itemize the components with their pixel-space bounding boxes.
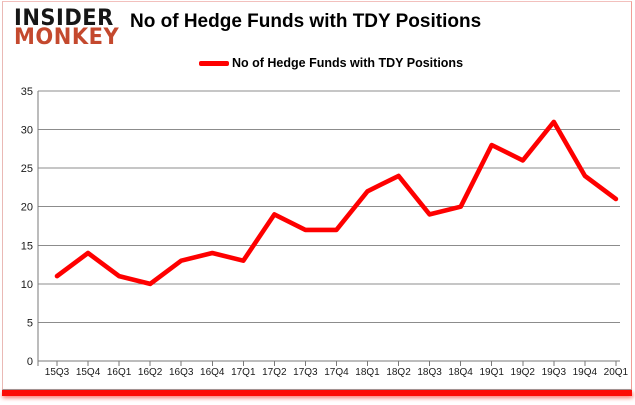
y-axis-tick-label: 5	[27, 317, 33, 329]
x-axis-tick-label: 15Q4	[76, 367, 101, 378]
legend-label: No of Hedge Funds with TDY Positions	[232, 56, 464, 70]
logo-word-insider: INSIDER	[14, 4, 114, 31]
chart-title: No of Hedge Funds with TDY Positions	[130, 11, 482, 32]
logo-word-monkey: MONKEY	[14, 23, 120, 50]
x-axis-tick-label: 17Q3	[293, 367, 318, 378]
data-line-series	[54, 119, 619, 287]
x-axis-tick-label: 19Q3	[542, 367, 567, 378]
x-axis-tick-label: 19Q1	[479, 367, 504, 378]
insider-monkey-logo: INSIDER MONKEY	[14, 4, 120, 50]
chart-panel: INSIDER MONKEY No of Hedge Funds with TD…	[2, 1, 632, 390]
y-axis-tick-label: 30	[21, 125, 33, 137]
x-axis-tick-label: 17Q2	[262, 367, 287, 378]
x-axis-tick-label: 18Q2	[386, 367, 411, 378]
chart-legend: No of Hedge Funds with TDY Positions	[199, 54, 463, 72]
y-axis-tick-label: 35	[21, 86, 33, 98]
y-axis-tick-label: 25	[21, 163, 33, 175]
bottom-accent-bar	[2, 390, 632, 396]
x-axis-tick-label: 15Q3	[45, 367, 70, 378]
x-axis-tick-label: 16Q4	[200, 367, 225, 378]
x-axis-tick-label: 18Q1	[355, 367, 380, 378]
x-axis-tick-label: 16Q3	[169, 367, 194, 378]
legend-line-swatch	[199, 60, 229, 66]
y-axis-tick-label: 10	[21, 279, 33, 291]
x-axis-tick-label: 18Q3	[417, 367, 442, 378]
x-axis-group: 15Q3 15Q4 16Q1 16Q2 16Q3 16Q4 17Q1 17Q2 17Q3 17Q4…	[37, 91, 629, 378]
x-axis-tick-label: 19Q2	[511, 367, 536, 378]
x-axis-tick-label: 16Q2	[138, 367, 163, 378]
gridlines-group	[38, 90, 620, 362]
y-axis-labels-group: 0 5 10 15 20 25 30 35	[21, 86, 33, 368]
y-axis-tick-label: 20	[21, 202, 33, 214]
x-axis-tick-label: 17Q1	[231, 367, 256, 378]
x-axis-tick-label: 16Q1	[107, 367, 132, 378]
x-axis-tick-label: 20Q1	[604, 367, 629, 378]
y-axis-tick-label: 0	[27, 356, 33, 368]
x-axis-tick-label: 18Q4	[448, 367, 473, 378]
x-axis-tick-label: 17Q4	[324, 367, 349, 378]
y-axis-tick-label: 15	[21, 240, 33, 252]
x-axis-tick-label: 19Q4	[573, 367, 598, 378]
